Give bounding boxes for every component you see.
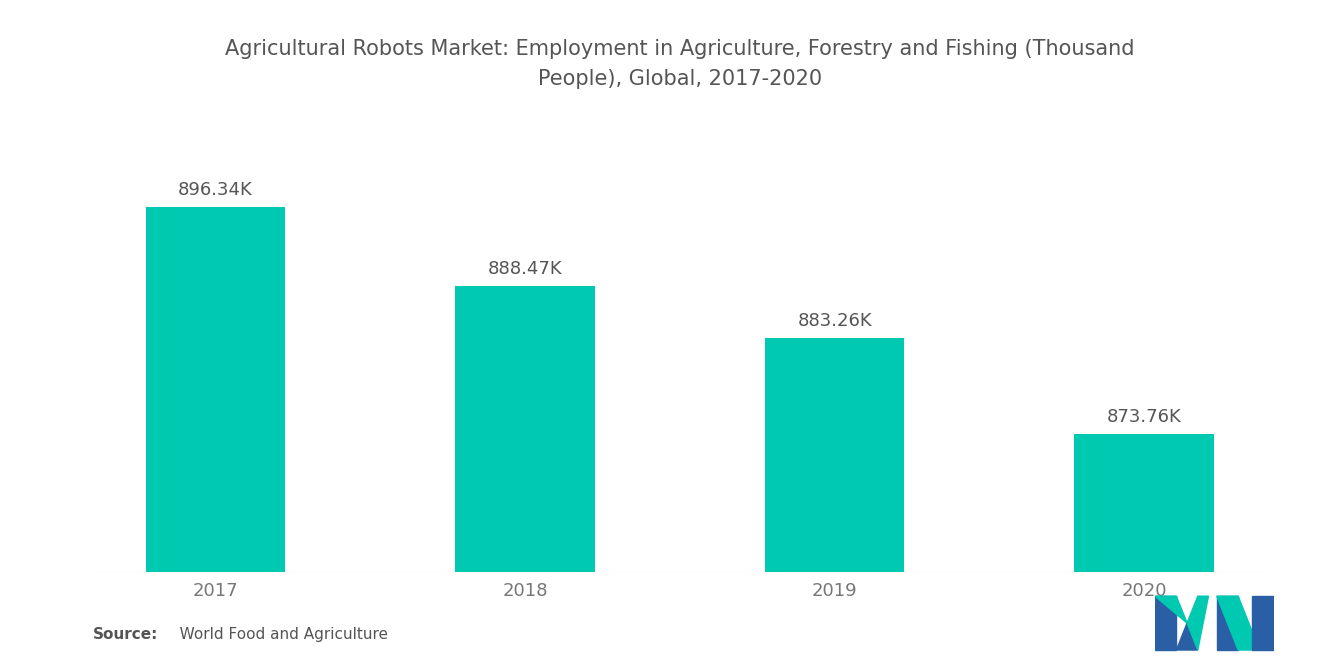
Polygon shape	[1217, 597, 1238, 650]
Polygon shape	[1187, 597, 1209, 650]
Text: 896.34K: 896.34K	[178, 181, 253, 199]
Text: 883.26K: 883.26K	[797, 312, 873, 330]
Text: 873.76K: 873.76K	[1106, 408, 1181, 426]
Polygon shape	[1217, 597, 1259, 650]
Polygon shape	[1253, 597, 1274, 650]
Bar	[455, 286, 595, 572]
Text: World Food and Agriculture: World Food and Agriculture	[165, 626, 388, 642]
Polygon shape	[1176, 623, 1197, 650]
Bar	[764, 338, 904, 572]
Text: Source:: Source:	[92, 626, 158, 642]
Bar	[1074, 434, 1214, 572]
Polygon shape	[1155, 597, 1187, 623]
Text: 888.47K: 888.47K	[487, 260, 562, 278]
Title: Agricultural Robots Market: Employment in Agriculture, Forestry and Fishing (Tho: Agricultural Robots Market: Employment i…	[224, 39, 1135, 89]
Polygon shape	[1155, 597, 1176, 650]
Bar	[145, 207, 285, 572]
